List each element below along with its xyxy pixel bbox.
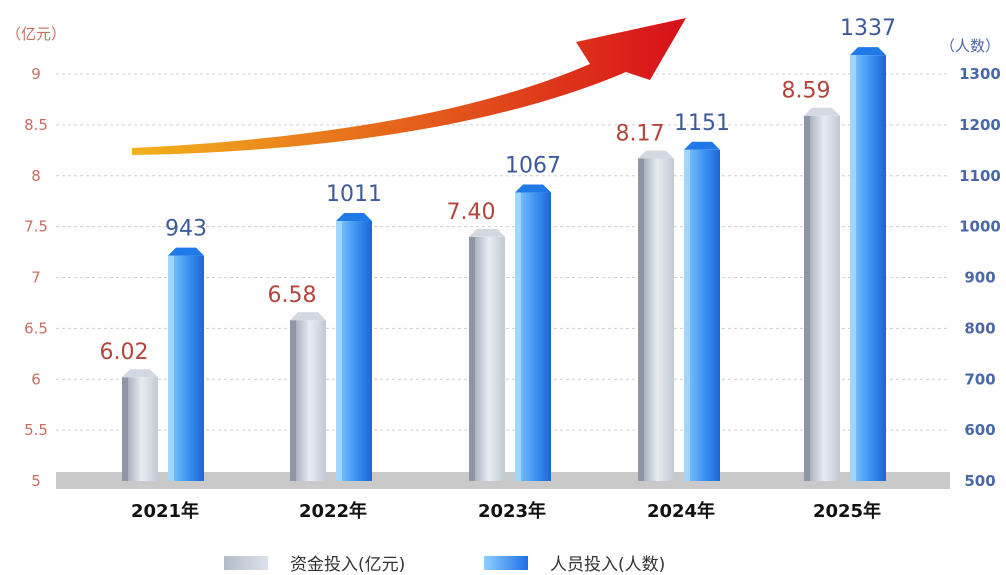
data-label-staff: 1011 xyxy=(326,182,382,207)
bar-staff xyxy=(684,141,720,481)
left-tick-label: 5 xyxy=(31,472,41,490)
bar-staff-cap xyxy=(684,141,720,150)
bar-funds-front xyxy=(644,158,674,481)
bar-staff-front xyxy=(856,55,886,482)
bar-staff-cap xyxy=(515,184,551,193)
bar-staff xyxy=(515,184,551,481)
bar-staff-cap xyxy=(850,47,886,56)
bar-funds-front xyxy=(475,236,505,481)
bar-funds xyxy=(469,228,505,481)
bar-funds-front xyxy=(296,320,326,481)
right-tick-label: 700 xyxy=(964,370,995,388)
bar-funds-side xyxy=(638,158,644,481)
bar-staff xyxy=(336,213,372,481)
bar-funds xyxy=(122,369,158,481)
right-tick-label: 500 xyxy=(964,472,995,490)
left-tick-label: 7.5 xyxy=(24,218,48,236)
bar-funds-side xyxy=(122,377,128,481)
data-label-funds: 6.02 xyxy=(100,340,149,365)
right-tick-label: 1000 xyxy=(959,218,1001,236)
bar-staff-side xyxy=(168,255,174,481)
bar-funds-side xyxy=(804,115,810,481)
left-tick-label: 8 xyxy=(31,167,41,185)
data-label-staff: 1067 xyxy=(505,154,561,179)
bar-staff-front xyxy=(521,192,551,481)
data-label-staff: 943 xyxy=(165,217,207,242)
left-tick-label: 9 xyxy=(31,65,41,83)
left-tick-label: 8.5 xyxy=(24,116,48,134)
data-label-staff: 1337 xyxy=(840,16,896,41)
legend-swatch-staff xyxy=(484,555,528,570)
bar-staff-side xyxy=(515,192,521,481)
bars: 6.02 943 6.58 1011 7.40 1067 8.17 1151 8.59 1337 xyxy=(100,16,896,482)
category-label: 2023年 xyxy=(478,500,546,522)
bar-funds-cap xyxy=(122,369,158,378)
right-tick-label: 1100 xyxy=(959,167,1001,185)
right-axis: （人数） 1300 1200 1100 1000 900 800 700 600 500 xyxy=(940,37,1001,490)
bar-funds-side xyxy=(469,236,475,481)
right-tick-label: 1200 xyxy=(959,116,1001,134)
bar-funds-cap xyxy=(469,228,505,237)
bar-staff-side xyxy=(850,55,856,482)
rising-arrow xyxy=(132,18,686,155)
bar-funds-cap xyxy=(290,312,326,321)
left-tick-label: 5.5 xyxy=(24,421,48,439)
bar-funds-cap xyxy=(638,150,674,159)
chart: （亿元） 9 8.5 8 7.5 7 6.5 6 5.5 5 （人数） 1300 1200 1100… xyxy=(6,16,1001,522)
x-axis-categories: 2021年 2022年 2023年 2024年 2025年 xyxy=(131,500,881,522)
bar-funds-cap xyxy=(804,107,840,116)
data-label-funds: 8.17 xyxy=(616,121,665,146)
left-tick-label: 6.5 xyxy=(24,319,48,337)
bar-staff xyxy=(850,47,886,482)
data-label-staff: 1151 xyxy=(674,111,730,136)
bar-staff-cap xyxy=(336,213,372,222)
right-tick-label: 800 xyxy=(964,319,995,337)
left-axis-unit: （亿元） xyxy=(6,25,66,43)
category-label: 2024年 xyxy=(647,500,715,522)
legend-item-staff: 人员投入(人数) xyxy=(484,550,665,575)
legend-label-staff: 人员投入(人数) xyxy=(550,555,666,575)
right-axis-unit: （人数） xyxy=(940,37,1000,55)
right-tick-label: 600 xyxy=(964,421,995,439)
category-label: 2025年 xyxy=(813,500,881,522)
bar-staff-front xyxy=(174,255,204,481)
bar-staff-front xyxy=(690,149,720,481)
bar-staff xyxy=(168,247,204,481)
bar-funds xyxy=(290,312,326,481)
bar-funds xyxy=(638,150,674,481)
legend: 资金投入(亿元) 人员投入(人数) xyxy=(0,546,1006,575)
left-tick-label: 6 xyxy=(31,370,41,388)
category-label: 2022年 xyxy=(299,500,367,522)
bar-funds-side xyxy=(290,320,296,481)
bar-staff-cap xyxy=(168,247,204,256)
bar-staff-side xyxy=(336,221,342,481)
data-label-funds: 7.40 xyxy=(447,200,496,225)
data-label-funds: 8.59 xyxy=(782,79,831,104)
left-tick-label: 7 xyxy=(31,269,41,287)
category-label: 2021年 xyxy=(131,500,199,522)
bar-funds xyxy=(804,107,840,481)
legend-label-funds: 资金投入(亿元) xyxy=(290,555,406,575)
left-axis: （亿元） 9 8.5 8 7.5 7 6.5 6 5.5 5 xyxy=(6,25,66,490)
bar-staff-front xyxy=(342,221,372,481)
data-label-funds: 6.58 xyxy=(268,283,317,308)
legend-item-funds: 资金投入(亿元) xyxy=(224,550,405,575)
bar-staff-side xyxy=(684,149,690,481)
legend-swatch-funds xyxy=(224,555,268,570)
bar-funds-front xyxy=(810,115,840,481)
right-tick-label: 1300 xyxy=(959,65,1001,83)
bar-funds-front xyxy=(128,377,158,481)
right-tick-label: 900 xyxy=(964,269,995,287)
